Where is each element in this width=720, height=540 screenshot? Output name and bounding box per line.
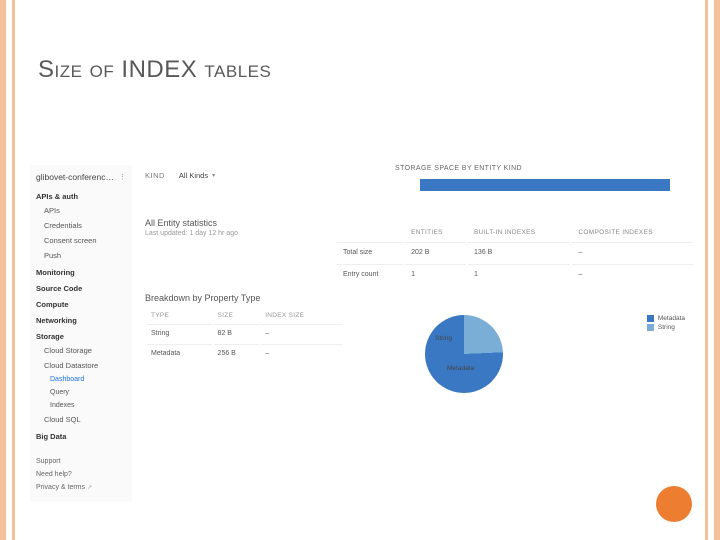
breakdown-title: Breakdown by Property Type [145,293,345,303]
table-row: Total size 202 B 136 B – [337,242,693,262]
col-type: TYPE [147,309,212,322]
pie-chart: String Metadata [425,315,503,393]
sidebar-section-storage[interactable]: Storage [30,327,132,343]
kind-value: All Kinds [179,171,208,180]
col-indexsize: INDEX SIZE [261,309,343,322]
pie-slice-label-metadata: Metadata [447,365,474,372]
cloud-console-screenshot: glibovet-conferenc… ⋮ APIs & auth APIs C… [30,165,700,475]
col-builtin: BUILT-IN INDEXES [468,225,570,240]
cell: 202 B [405,242,466,262]
pie-slice-label-string: String [435,335,452,342]
legend-swatch [647,324,654,331]
slide-border-right-inner [705,0,708,540]
col-composite: COMPOSITE INDEXES [572,225,693,240]
cell: – [572,242,693,262]
cell: 82 B [214,324,260,342]
legend-swatch [647,315,654,322]
sidebar-item-push[interactable]: Push [30,248,132,263]
sidebar-item-indexes[interactable]: Indexes [30,399,132,412]
main-content: KIND All Kinds ▾ STORAGE SPACE BY ENTITY… [145,165,690,245]
table-row: Entry count 1 1 – [337,264,693,284]
row-label: Total size [337,242,403,262]
legend-item: String [647,324,685,331]
slide-title: Size of INDEX tables [38,56,271,84]
slide-border-left-inner [12,0,15,540]
table-row: String 82 B – [147,324,343,342]
project-name: glibovet-conferenc… [36,172,114,182]
sidebar-section-compute[interactable]: Compute [30,295,132,311]
sidebar: glibovet-conferenc… ⋮ APIs & auth APIs C… [30,165,132,502]
cell: – [572,264,693,284]
slide-accent-circle [656,486,692,522]
sidebar-footer-support[interactable]: Support [30,455,132,468]
table-row: Metadata 256 B – [147,344,343,362]
external-link-icon: ↗ [87,485,92,491]
chevron-down-icon: ▾ [212,172,215,179]
sidebar-item-credentials[interactable]: Credentials [30,218,132,233]
storage-chart-title: STORAGE SPACE BY ENTITY KIND [395,165,522,172]
sidebar-item-clouddatastore[interactable]: Cloud Datastore [30,358,132,373]
cell: 1 [405,264,466,284]
sidebar-item-query[interactable]: Query [30,386,132,399]
legend-label: String [658,324,675,331]
sidebar-section-monitoring[interactable]: Monitoring [30,263,132,279]
sidebar-section-networking[interactable]: Networking [30,311,132,327]
sidebar-section-apis[interactable]: APIs & auth [30,187,132,203]
cell: – [261,344,343,362]
cell: 256 B [214,344,260,362]
project-selector[interactable]: glibovet-conferenc… ⋮ [30,170,132,187]
cell: – [261,324,343,342]
cell: 1 [468,264,570,284]
table-header-row: TYPE SIZE INDEX SIZE [147,309,343,322]
slide-border-right-outer [714,0,720,540]
project-menu-icon: ⋮ [119,173,126,181]
table-header-row: ENTITIES BUILT-IN INDEXES COMPOSITE INDE… [337,225,693,240]
storage-bar-chart [420,179,670,191]
sidebar-item-cloudsql[interactable]: Cloud SQL [30,412,132,427]
pie-legend: Metadata String [647,315,685,333]
sidebar-section-bigdata[interactable]: Big Data [30,427,132,443]
kind-dropdown[interactable]: All Kinds ▾ [175,169,219,182]
kind-label: KIND [145,171,165,180]
cell: 136 B [468,242,570,262]
legend-label: Metadata [658,315,685,322]
sidebar-section-sourcecode[interactable]: Source Code [30,279,132,295]
legend-item: Metadata [647,315,685,322]
sidebar-item-consent[interactable]: Consent screen [30,233,132,248]
entity-stats-table: ENTITIES BUILT-IN INDEXES COMPOSITE INDE… [335,223,695,286]
sidebar-footer-help[interactable]: Need help? [30,468,132,481]
cell: String [147,324,212,342]
col-size: SIZE [214,309,260,322]
slide-border-left-outer [0,0,6,540]
col-entities: ENTITIES [405,225,466,240]
row-label: Entry count [337,264,403,284]
sidebar-footer-privacy[interactable]: Privacy & terms↗ [30,481,132,494]
pie-chart-wrap: String Metadata Metadata String [425,315,685,425]
breakdown-table: TYPE SIZE INDEX SIZE String 82 B – Metad… [145,307,345,364]
col-blank [337,225,403,240]
sidebar-item-apis[interactable]: APIs [30,203,132,218]
sidebar-item-dashboard[interactable]: Dashboard [30,373,132,386]
sidebar-item-cloudstorage[interactable]: Cloud Storage [30,343,132,358]
breakdown-section: Breakdown by Property Type TYPE SIZE IND… [145,293,345,364]
cell: Metadata [147,344,212,362]
